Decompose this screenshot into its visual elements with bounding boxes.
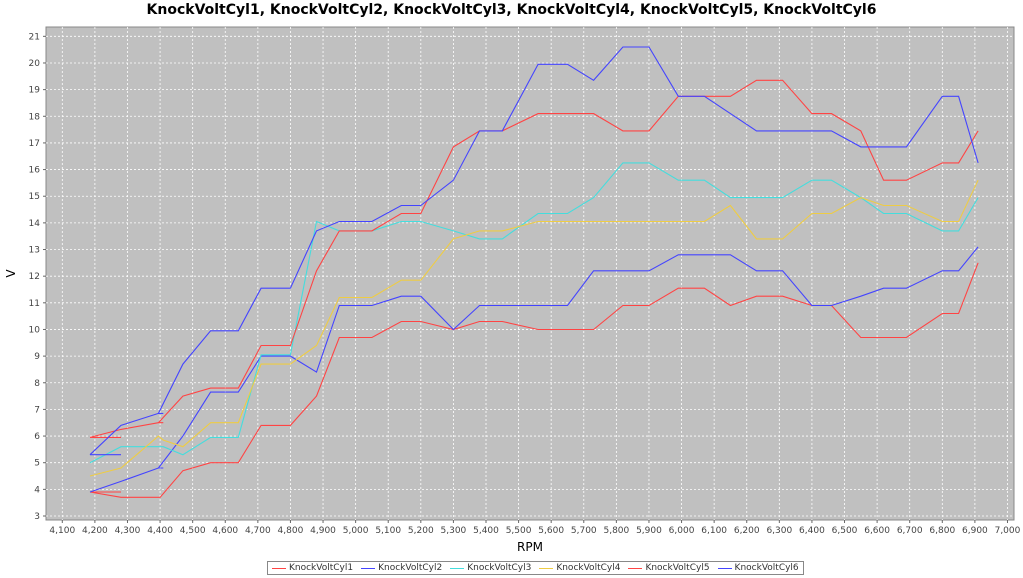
x-tick-label: 6,800 [929,526,955,536]
x-tick-label: 5,000 [343,526,369,536]
y-tick-label: 14 [29,219,41,229]
legend-label: KnockVoltCyl2 [378,563,443,573]
y-tick-label: 19 [29,86,41,96]
x-tick-label: 5,600 [538,526,564,536]
series-line-knockvoltcyl6 [89,412,164,456]
x-tick-label: 4,500 [180,526,206,536]
y-tick-label: 15 [29,192,40,202]
y-tick-label: 21 [29,32,40,42]
x-tick-label: 7,000 [995,526,1021,536]
x-tick-label: 5,400 [473,526,499,536]
y-tick-label: 12 [29,272,40,282]
legend-item: KnockVoltCyl3 [450,563,531,573]
legend-swatch [361,567,376,569]
y-tick-label: 5 [34,459,40,469]
x-tick-label: 6,500 [832,526,858,536]
x-tick-label: 4,100 [49,526,75,536]
legend-swatch [717,567,732,569]
series-line-knockvoltcyl3 [89,162,979,464]
legend-item: KnockVoltCyl1 [272,563,353,573]
y-tick-label: 3 [34,512,40,522]
series-line-knockvoltcyl5 [89,422,164,438]
x-tick-label: 4,200 [82,526,108,536]
x-tick-label: 4,700 [245,526,271,536]
x-tick-label: 6,700 [897,526,923,536]
legend-swatch [539,567,554,569]
plot-background [45,26,1015,521]
x-tick-label: 4,800 [278,526,304,536]
legend-item: KnockVoltCyl4 [539,563,620,573]
y-tick-label: 6 [34,432,40,442]
x-tick-label: 5,500 [506,526,532,536]
x-tick-label: 5,700 [571,526,597,536]
chart-area: 4,100 4,200 4,300 4,400 4,500 4,600 4,700 4,800… [4,26,1021,554]
legend-label: KnockVoltCyl4 [556,563,621,573]
legend: KnockVoltCyl1 KnockVoltCyl2 KnockVoltCyl3 K… [267,561,804,575]
legend-swatch [628,567,643,569]
legend-label: KnockVoltCyl6 [734,563,799,573]
y-tick-label: 10 [29,325,41,335]
y-tick-label: 7 [34,405,40,415]
x-tick-label: 5,200 [408,526,434,536]
y-tick-label: 20 [29,59,41,69]
legend-label: KnockVoltCyl5 [645,563,710,573]
series-line-knockvoltcyl2 [89,467,164,493]
legend-label: KnockVoltCyl1 [289,563,354,573]
y-tick-label: 4 [34,485,40,495]
series-line-knockvoltcyl2 [157,246,979,469]
x-tick-label: 6,300 [766,526,792,536]
x-tick-label: 6,600 [864,526,890,536]
x-tick-label: 6,900 [962,526,988,536]
series-line-knockvoltcyl6 [157,46,979,414]
x-tick-label: 4,600 [212,526,238,536]
x-tick-label: 6,000 [669,526,695,536]
y-tick-label: 8 [34,379,40,389]
y-tick-label: 18 [29,112,41,122]
y-axis-label: V [4,269,18,278]
series-line-knockvoltcyl1 [89,262,979,498]
y-tick-label: 9 [34,352,40,362]
x-tick-label: 6,200 [734,526,760,536]
x-tick-label: 4,300 [115,526,141,536]
legend-swatch [272,567,286,569]
y-tick-label: 17 [29,139,40,149]
legend-item: KnockVoltCyl6 [717,563,799,573]
y-tick-label: 13 [29,246,40,256]
grid-layer [45,26,1015,521]
legend-item: KnockVoltCyl2 [361,563,442,573]
x-tick-label: 5,800 [603,526,629,536]
x-tick-label: 5,900 [636,526,662,536]
x-tick-label: 6,400 [799,526,825,536]
series-line-knockvoltcyl4 [89,179,979,477]
axis-layer: 4,100 4,200 4,300 4,400 4,500 4,600 4,700 4,800… [4,32,1021,554]
x-axis-label: RPM [517,540,543,554]
legend-swatch [450,567,465,569]
series-line-knockvoltcyl5 [157,79,979,424]
x-tick-label: 4,400 [147,526,173,536]
x-tick-label: 6,100 [701,526,727,536]
series-layer [89,46,979,498]
y-tick-label: 11 [29,299,40,309]
legend-item: KnockVoltCyl5 [628,563,710,573]
chart-title: KnockVoltCyl1, KnockVoltCyl2, KnockVoltC… [146,2,877,18]
legend-label: KnockVoltCyl3 [467,563,532,573]
y-tick-label: 16 [29,166,41,176]
x-tick-label: 4,900 [310,526,336,536]
x-tick-label: 5,100 [375,526,401,536]
x-tick-label: 5,300 [441,526,467,536]
